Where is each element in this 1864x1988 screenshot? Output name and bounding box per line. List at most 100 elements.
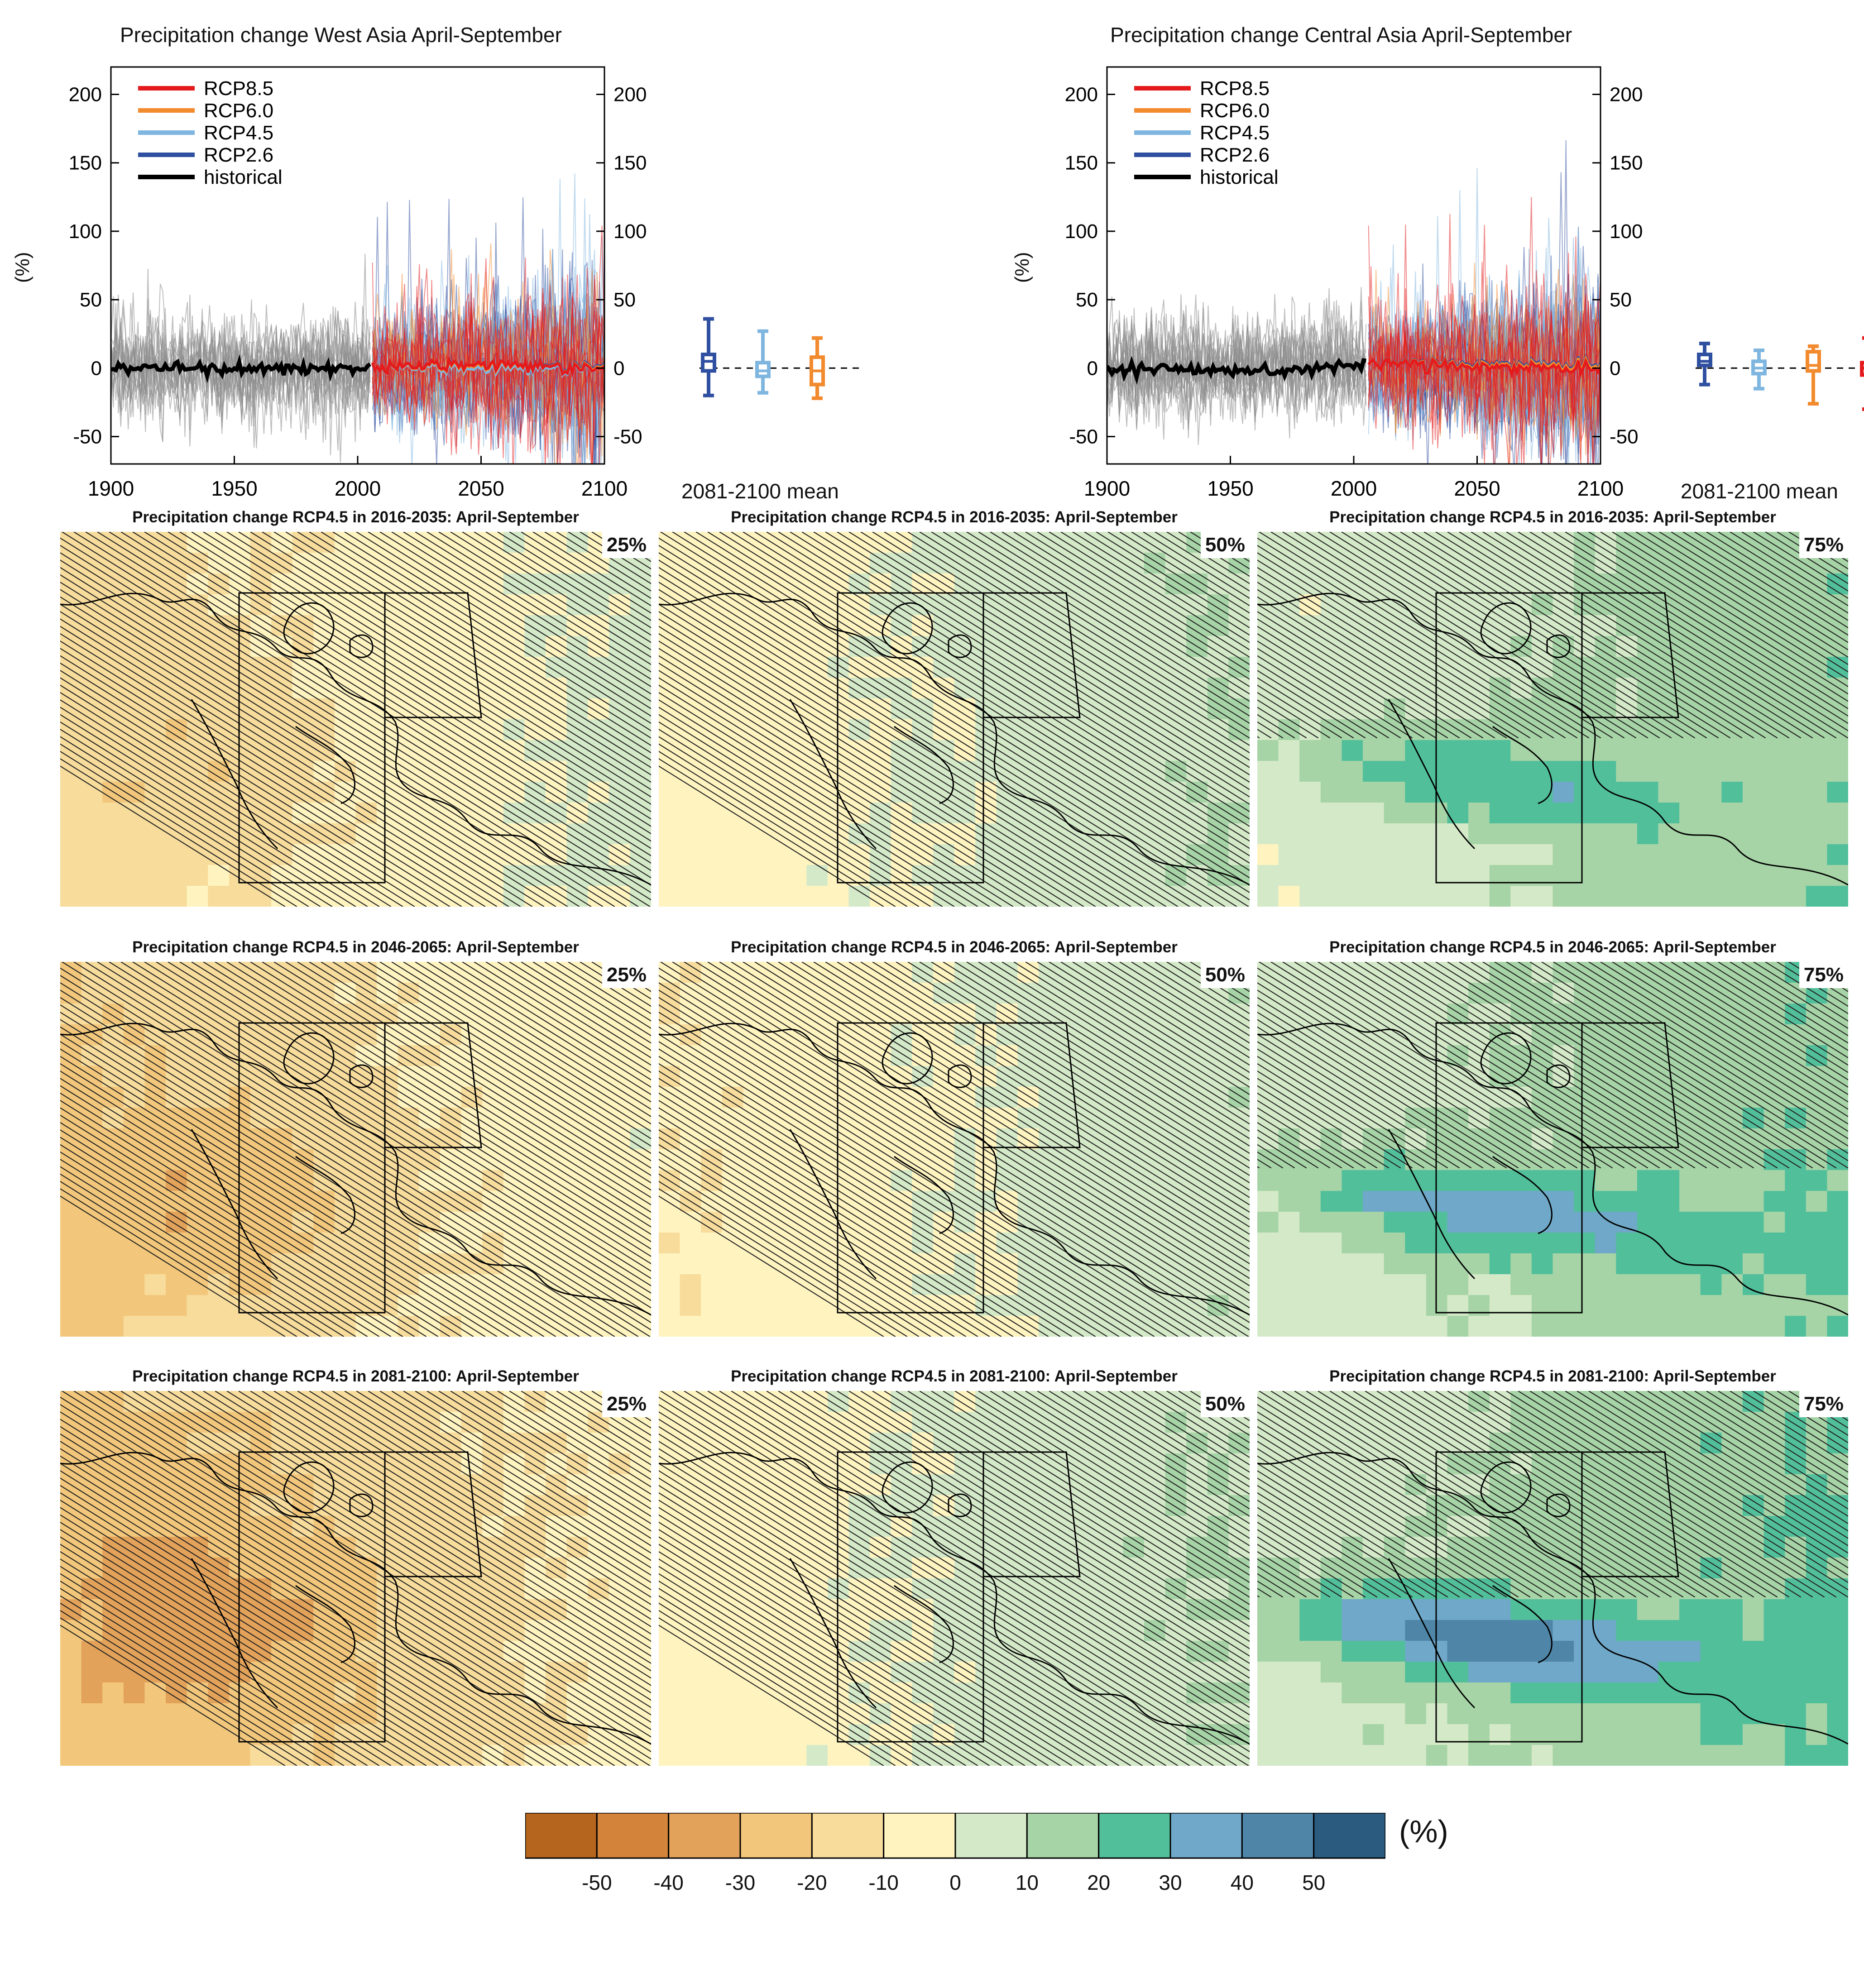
field-cell [524, 1558, 546, 1579]
y-tick-label-right: 50 [1610, 289, 1632, 311]
field-cell [1320, 1233, 1342, 1254]
field-cell [870, 1212, 891, 1233]
field-cell [1785, 1170, 1806, 1191]
field-cell [1721, 1233, 1743, 1254]
field-cell [123, 1316, 145, 1337]
field-cell [334, 844, 356, 865]
field-cell [1785, 761, 1806, 782]
field-cell [659, 1537, 680, 1558]
field-cell [1574, 782, 1596, 803]
hatch-line [659, 1107, 1025, 1337]
field-cell [1806, 678, 1828, 699]
hatch-line [391, 962, 651, 1125]
field-cell [1123, 1453, 1145, 1475]
field-cell [764, 1620, 786, 1641]
field-cell [1700, 823, 1722, 845]
hatch-line [97, 1391, 651, 1738]
field-cell [166, 1191, 187, 1212]
field-cell [461, 1191, 483, 1212]
field-cell [659, 761, 680, 782]
field-cell [975, 532, 997, 553]
red-sea-outline [191, 1558, 278, 1709]
field-cell [722, 1233, 744, 1254]
field-cell [785, 1599, 807, 1620]
field-cell [1806, 844, 1828, 865]
field-cell [1553, 740, 1575, 761]
map-canvas [60, 532, 651, 907]
field-cell [271, 1024, 293, 1046]
field-cell [208, 1128, 230, 1150]
hatch-line [226, 1391, 651, 1657]
field-cell [1207, 1495, 1229, 1516]
field-cell [975, 1745, 997, 1766]
field-cell [1320, 594, 1342, 616]
field-cell [1102, 594, 1124, 616]
field-cell [609, 636, 631, 657]
field-cell [1827, 1212, 1848, 1233]
hatch-line [109, 1391, 651, 1730]
field-cell [1468, 1170, 1490, 1191]
field-cell [806, 1128, 828, 1150]
field-cell [1081, 1212, 1102, 1233]
field-cell [440, 740, 462, 761]
hatch-line [659, 648, 1073, 907]
field-cell [81, 1233, 103, 1254]
field-cell [482, 1433, 504, 1454]
field-cell [827, 719, 849, 741]
field-cell [1426, 1066, 1448, 1087]
field-cell [588, 740, 609, 761]
field-cell [546, 1724, 567, 1745]
field-cell [1186, 573, 1208, 595]
field-cell [1763, 678, 1786, 699]
field-cell [482, 1724, 504, 1745]
field-cell [1017, 1682, 1039, 1704]
field-cell [1489, 678, 1511, 699]
field-cell [1426, 719, 1448, 741]
field-cell [144, 1212, 166, 1233]
field-cell [1426, 1316, 1448, 1337]
hatch-line [60, 1151, 356, 1337]
field-cell [503, 1662, 525, 1683]
field-cell [144, 1295, 166, 1316]
field-cell [1038, 719, 1060, 741]
field-cell [60, 1295, 82, 1316]
field-cell [764, 1724, 786, 1745]
field-cell [1700, 1253, 1722, 1275]
field-cell [827, 1578, 849, 1600]
caspian-sea-outline [283, 1032, 335, 1085]
field-cell [870, 1641, 891, 1662]
field-cell [1721, 844, 1743, 865]
hatch-line [60, 997, 604, 1337]
field-cell [440, 1170, 462, 1191]
field-cell [1763, 553, 1786, 574]
field-cell [102, 1316, 124, 1337]
hatch-line [1706, 532, 1848, 621]
field-cell [271, 886, 293, 907]
field-cell [461, 1412, 483, 1433]
field-cell [1679, 1316, 1701, 1337]
field-cell [482, 1474, 504, 1496]
field-cell [1059, 1024, 1082, 1046]
hatch-line [1423, 962, 1754, 1169]
hatch-line [659, 1521, 1049, 1766]
hatch-line [1257, 692, 1331, 739]
hatch-line [60, 1188, 297, 1337]
hatch-line [1257, 684, 1342, 739]
hatch-line [462, 532, 651, 650]
hatch-line [544, 532, 651, 599]
hatch-line [226, 962, 651, 1228]
field-cell [848, 1599, 871, 1620]
field-cell [187, 1662, 209, 1683]
field-cell [1059, 1453, 1082, 1475]
field-cell [1553, 1128, 1575, 1150]
hatch-line [60, 1144, 368, 1337]
field-cell [377, 1599, 398, 1620]
hatch-line [309, 962, 651, 1176]
hatch-line [462, 1391, 651, 1510]
field-cell [1038, 886, 1060, 907]
hatch-line [332, 532, 651, 731]
hatch-line [356, 962, 651, 1147]
field-cell [1363, 823, 1385, 845]
field-cell [659, 1682, 680, 1704]
field-cell [680, 1641, 702, 1662]
